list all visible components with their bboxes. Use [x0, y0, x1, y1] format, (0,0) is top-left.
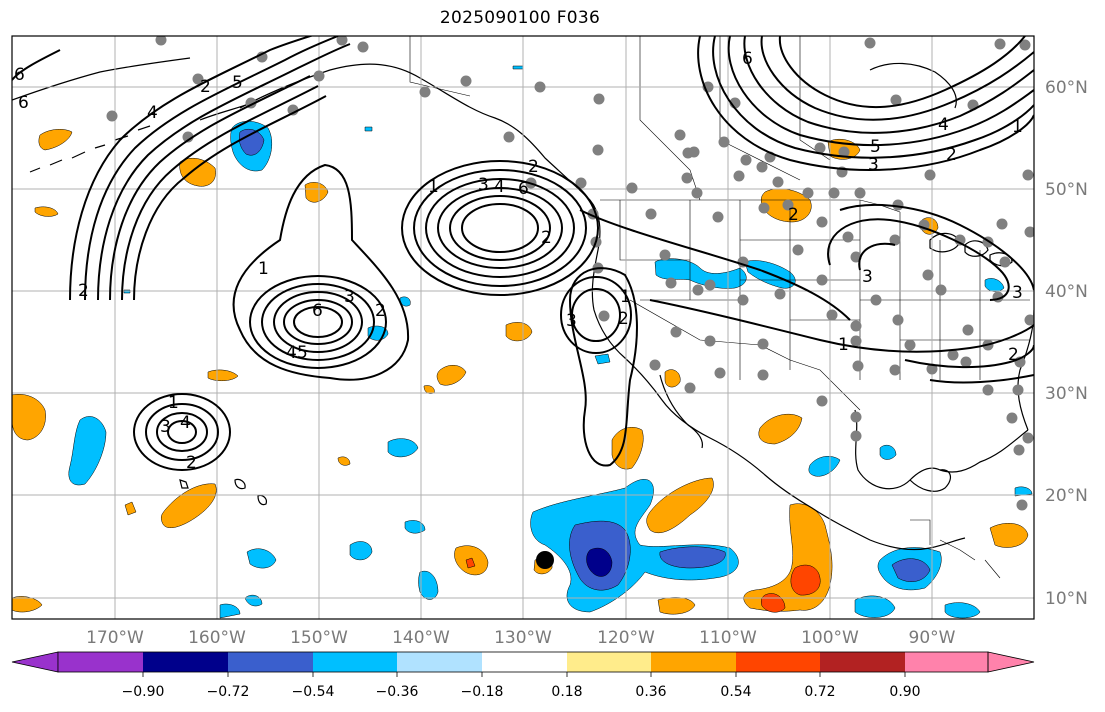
- contour-label-ca-6: 1: [1012, 117, 1023, 137]
- contour-label-us-3: 1: [838, 335, 849, 355]
- contour-label-goa-5: 2: [541, 228, 552, 248]
- colorbar-tick: −0.54: [292, 684, 335, 700]
- colorbar-tick: −0.72: [207, 684, 250, 700]
- contour-label-ca-1: 6: [742, 49, 753, 69]
- contour-label-baja-3: 2: [618, 309, 629, 329]
- lat-label: 30°N: [1045, 384, 1088, 404]
- lon-label: 120°W: [597, 628, 655, 648]
- lat-label: 20°N: [1045, 486, 1088, 506]
- contour-label-hi-1: 1: [168, 393, 179, 413]
- map-border: [11, 35, 1035, 620]
- contour-label-nw-4: 5: [232, 73, 243, 93]
- colorbar-tick: 0.72: [804, 684, 835, 700]
- contour-label-cp-2: 6: [312, 301, 323, 321]
- contour-label-goa-2: 3: [478, 175, 489, 195]
- lat-label: 40°N: [1045, 282, 1088, 302]
- contour-label-hi-4: 2: [186, 453, 197, 473]
- contour-label-cp-3: 3: [344, 287, 355, 307]
- colorbar-tick: 0.54: [720, 684, 751, 700]
- contour-label-cp-4: 2: [375, 301, 386, 321]
- contour-label-hi-3: 4: [180, 413, 191, 433]
- contour-label-nw-2: 6: [18, 93, 29, 113]
- latitude-axis: 60°N 50°N 40°N 30°N 20°N 10°N: [1045, 78, 1088, 609]
- contour-label-nw-5: 2: [78, 281, 89, 301]
- colorbar: −0.90 −0.72 −0.54 −0.36 −0.18 0.18 0.36 …: [11, 651, 1035, 700]
- contour-label-ca-4: 4: [938, 115, 949, 135]
- contour-label-goa-4: 6: [518, 179, 529, 199]
- contour-label-hi-2: 3: [160, 417, 171, 437]
- colorbar-tick: −0.36: [376, 684, 419, 700]
- colorbar-extend-min: [11, 651, 59, 673]
- contour-label-ca-2: 5: [870, 137, 881, 157]
- contour-label-cp-1: 1: [258, 259, 269, 279]
- colorbar-tick: 0.36: [635, 684, 666, 700]
- contour-label-baja-1: 3: [566, 311, 577, 331]
- contour-label-nw-6: 2: [200, 77, 211, 97]
- lon-label: 90°W: [909, 628, 956, 648]
- chart-title: 2025090100 F036: [439, 8, 601, 28]
- contour-labels: 6 6 4 5 2 2 1 3 4 6 2 2 1 6 3 2 4 5 1 3 …: [14, 49, 1023, 473]
- contour-label-ca-5: 2: [946, 145, 957, 165]
- colorbar-tick: 0.90: [889, 684, 920, 700]
- lon-label: 160°W: [188, 628, 246, 648]
- lat-label: 60°N: [1045, 78, 1088, 98]
- lat-label: 50°N: [1045, 180, 1088, 200]
- colorbar-tick: −0.18: [461, 684, 504, 700]
- contour-label-nw-1: 6: [14, 65, 25, 85]
- contour-lines: [12, 36, 1034, 471]
- colorbar-extend-max: [987, 651, 1035, 673]
- lon-label: 110°W: [699, 628, 757, 648]
- anomaly-shading: [12, 65, 1033, 619]
- lon-label: 140°W: [392, 628, 450, 648]
- graticule: [12, 36, 1034, 619]
- contour-label-cp-5: 4: [286, 343, 297, 363]
- lon-label: 150°W: [290, 628, 348, 648]
- political-borders: [409, 36, 1030, 579]
- contour-label-nw-3: 4: [147, 103, 158, 123]
- contour-label-us-5: 2: [1008, 345, 1019, 365]
- longitude-axis: 170°W 160°W 150°W 140°W 130°W 120°W 110°…: [86, 628, 956, 648]
- contour-label-goa-1: 1: [428, 177, 439, 197]
- colorbar-tick: −0.90: [122, 684, 165, 700]
- contour-label-us-2: 3: [862, 267, 873, 287]
- station-dots: [106, 36, 1034, 511]
- lon-label: 100°W: [801, 628, 859, 648]
- contour-label-ca-3: 3: [868, 155, 879, 175]
- contour-label-goa-3: 4: [494, 177, 505, 197]
- contour-label-us-4: 3: [1012, 283, 1023, 303]
- colorbar-tick: 0.18: [551, 684, 582, 700]
- contour-label-baja-2: 1: [620, 287, 631, 307]
- contour-label-goa-6: 2: [528, 157, 539, 177]
- contour-label-us-1: 2: [788, 205, 799, 225]
- contour-label-cp-6: 5: [297, 343, 308, 363]
- lat-label: 10°N: [1045, 589, 1088, 609]
- lon-label: 170°W: [86, 628, 144, 648]
- lon-label: 130°W: [494, 628, 552, 648]
- storm-marker: [536, 551, 554, 569]
